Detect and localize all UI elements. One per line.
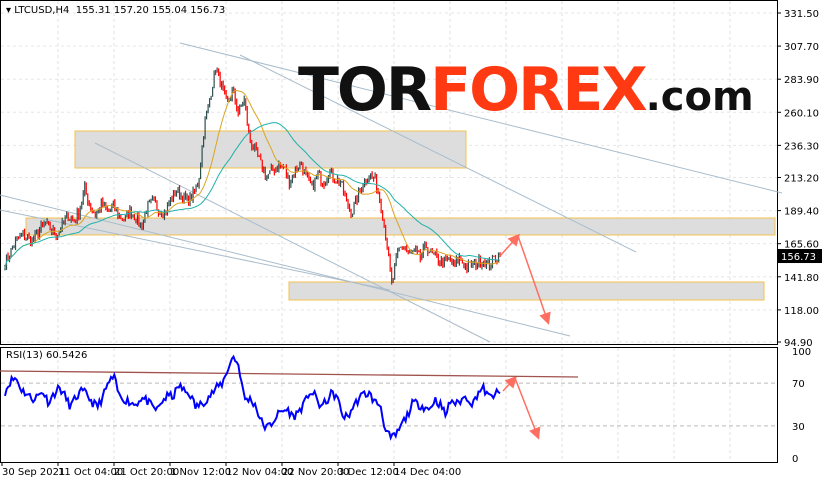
price-tick-label: 118.00 bbox=[784, 306, 819, 317]
price-tick-label: 94.90 bbox=[784, 338, 813, 349]
price-tick-label: 260.10 bbox=[784, 108, 819, 119]
rsi-frame bbox=[0, 347, 778, 463]
torforex-logo: TORFOREX.com bbox=[298, 55, 754, 125]
rsi-label: RSI(13) 60.5426 bbox=[6, 350, 88, 361]
symbol: LTCUSD,H4 bbox=[14, 5, 70, 16]
close-value: 156.73 bbox=[190, 5, 226, 16]
price-tick-label: 283.90 bbox=[784, 75, 819, 86]
rsi-trend-line bbox=[0, 370, 579, 378]
trend-line bbox=[0, 194, 571, 337]
price-tick-label: 165.60 bbox=[784, 240, 819, 251]
forecast-arrow bbox=[502, 375, 518, 392]
support-resistance-zone bbox=[74, 130, 467, 169]
high-value: 157.20 bbox=[113, 5, 149, 16]
time-tick-label: 21 Oct 20:00 bbox=[114, 467, 179, 478]
moving-average-fast bbox=[4, 89, 501, 269]
trend-line bbox=[94, 142, 491, 343]
price-tick-label: 189.40 bbox=[784, 207, 819, 218]
current-price-label: 156.73 bbox=[781, 252, 816, 263]
price-tick-label: 236.30 bbox=[784, 141, 819, 152]
rsi-tick-label: 100 bbox=[792, 347, 811, 358]
price-tick-label: 141.80 bbox=[784, 273, 819, 284]
price-tick-label: 213.20 bbox=[784, 173, 819, 184]
time-tick-label: 14 Dec 04:00 bbox=[394, 467, 461, 478]
main-frame bbox=[0, 0, 778, 345]
rsi-line bbox=[4, 354, 501, 441]
low-value: 155.04 bbox=[152, 5, 188, 16]
time-tick-label: 12 Nov 04:00 bbox=[226, 467, 293, 478]
forecast-arrow bbox=[514, 377, 541, 440]
time-tick-label: 22 Nov 20:00 bbox=[282, 467, 349, 478]
trend-line bbox=[179, 42, 783, 194]
rsi-tick-label: 30 bbox=[792, 422, 805, 433]
price-tick-label: 307.70 bbox=[784, 42, 819, 53]
time-tick-label: 11 Oct 04:00 bbox=[58, 467, 123, 478]
moving-average-slow bbox=[4, 122, 501, 269]
trend-line bbox=[239, 54, 637, 253]
time-tick-label: 30 Sep 2021 bbox=[2, 467, 65, 478]
support-resistance-zone bbox=[25, 217, 776, 236]
chart-header: ▾ LTCUSD,H4 155.31 157.20 155.04 156.73 bbox=[6, 5, 226, 16]
forecast-arrow bbox=[499, 233, 521, 257]
rsi-tick-label: 70 bbox=[792, 379, 805, 390]
current-price-badge bbox=[778, 249, 822, 264]
open-value: 155.31 bbox=[75, 5, 111, 16]
time-tick-label: 1 Nov 12:00 bbox=[170, 467, 231, 478]
time-tick-label: 3 Dec 12:00 bbox=[338, 467, 399, 478]
price-tick-label: 331.50 bbox=[784, 9, 819, 20]
support-resistance-zone bbox=[288, 281, 765, 301]
rsi-tick-label: 0 bbox=[792, 454, 798, 465]
forecast-arrow bbox=[517, 235, 551, 325]
